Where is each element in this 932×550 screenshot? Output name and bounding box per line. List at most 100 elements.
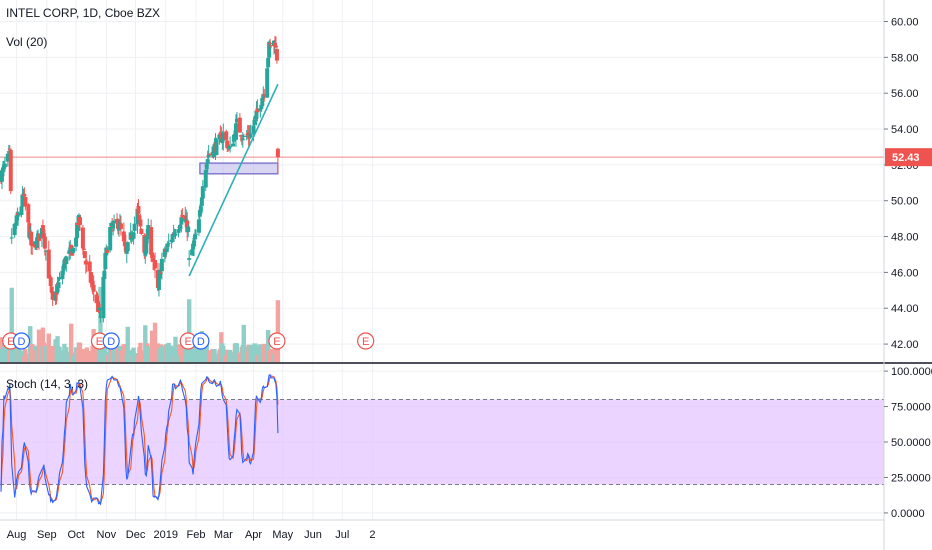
event-label: D <box>17 336 25 348</box>
candle-body <box>274 49 279 61</box>
candle-body <box>146 224 151 240</box>
candle-body <box>268 43 273 45</box>
candle-body <box>231 143 236 147</box>
candle-body <box>90 280 95 285</box>
candle-body <box>266 57 271 68</box>
candle-body <box>173 233 178 236</box>
volume-bar <box>69 323 74 362</box>
time-tick-label: Oct <box>68 529 85 541</box>
candle-body <box>39 227 44 239</box>
candle-body <box>136 206 141 214</box>
candle-body <box>162 248 167 257</box>
price-tick-label: 48.00 <box>891 232 919 244</box>
volume-label[interactable]: Vol (20) <box>6 35 47 49</box>
candle-body <box>84 262 89 264</box>
candle-body <box>157 271 162 279</box>
candle-body <box>200 186 205 199</box>
volume-bar <box>221 345 226 362</box>
candle-body <box>54 292 59 295</box>
last-price-badge <box>885 148 932 167</box>
volume-bar <box>265 329 271 362</box>
volume-bar <box>57 346 62 362</box>
stoch-tick-label: 75.0000 <box>891 402 931 414</box>
candle-body <box>69 244 74 249</box>
candle-body <box>262 94 267 96</box>
volume-bar <box>118 350 124 362</box>
candle-body <box>95 301 100 303</box>
volume-bar <box>200 351 206 362</box>
event-label: D <box>197 336 205 348</box>
time-tick-label: 2019 <box>154 529 178 541</box>
candle-body <box>193 234 198 240</box>
candle-body <box>199 197 204 206</box>
candle-body <box>254 110 259 119</box>
candle-body <box>218 133 223 135</box>
candle-body <box>205 159 210 164</box>
candle-body <box>203 169 208 188</box>
candle-body <box>180 214 185 217</box>
candle-body <box>82 251 87 259</box>
volume-bar <box>139 352 144 362</box>
volume-bar <box>64 347 69 362</box>
price-tick-label: 42.00 <box>891 339 919 351</box>
candle-body <box>248 133 253 138</box>
candle-body <box>16 215 21 217</box>
candle-body <box>238 135 243 137</box>
price-tick-label: 44.00 <box>891 303 919 315</box>
candle-body <box>204 163 209 170</box>
candle-body <box>275 148 280 158</box>
candle-body <box>40 225 45 232</box>
price-tick-label: 46.00 <box>891 267 919 279</box>
candle-body <box>105 249 110 253</box>
dividend-badge <box>102 332 120 350</box>
volume-bar <box>248 344 253 362</box>
candle-body <box>227 146 232 149</box>
candle-body <box>225 140 230 148</box>
dividend-badge <box>192 332 210 350</box>
candle-body <box>183 215 188 222</box>
volume-bar <box>149 330 155 362</box>
candle-body <box>88 272 93 283</box>
candle-body <box>121 231 126 242</box>
candle-body <box>252 119 257 125</box>
candle-body <box>53 291 58 301</box>
volume-bar <box>255 355 260 362</box>
time-tick-label: 2 <box>369 529 375 541</box>
volume-bar <box>241 324 246 362</box>
candle-body <box>233 123 238 140</box>
volume-bar <box>98 286 103 362</box>
volume-bar <box>138 342 143 362</box>
trendline[interactable] <box>188 83 279 277</box>
volume-bar <box>227 349 233 362</box>
volume-bar <box>70 355 76 362</box>
volume-bar <box>30 343 35 362</box>
candle-body <box>237 117 242 133</box>
candle-body <box>64 256 69 265</box>
volume-bar <box>207 350 212 362</box>
stoch-label[interactable]: Stoch (14, 3, 3) <box>6 377 88 391</box>
candle-body <box>186 226 191 232</box>
symbol-title[interactable]: INTEL CORP, 1D, Cboe BZX <box>6 6 160 20</box>
candle-body <box>80 227 85 249</box>
candle-body <box>55 285 60 293</box>
candle-body <box>164 248 169 253</box>
stoch-tick-label: 100.0000 <box>891 366 932 378</box>
candle-body <box>228 146 233 148</box>
candle-body <box>198 206 203 212</box>
stoch-lines <box>0 374 279 506</box>
volume-bar <box>152 322 158 362</box>
candle-body <box>241 135 246 137</box>
candle-body <box>158 272 163 274</box>
volume-bar <box>177 344 182 362</box>
candle-body <box>139 228 144 235</box>
candle-body <box>176 229 181 233</box>
legend: INTEL CORP, 1D, Cboe BZX Vol (20) Stoch … <box>6 6 160 391</box>
candle-body <box>153 260 158 269</box>
candle-body <box>170 234 175 242</box>
candle-body <box>269 45 274 47</box>
price-tick-label: 58.00 <box>891 52 919 64</box>
candle-body <box>48 277 53 286</box>
